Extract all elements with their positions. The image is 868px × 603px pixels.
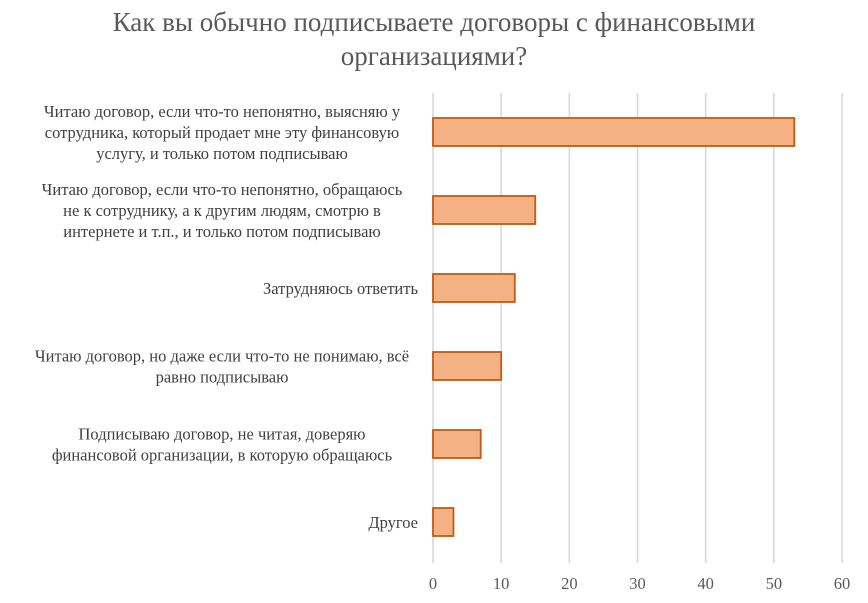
x-tick-label: 10 [493,574,510,593]
category-label-line: не к сотруднику, а к другим людям, смотр… [63,201,381,220]
x-tick-labels: 0 10 20 30 40 50 60 [429,574,850,593]
x-tick-label: 0 [429,574,437,593]
bar [432,351,503,381]
bar [432,117,796,147]
x-tick-label: 60 [834,574,851,593]
category-label-line: интернете и т.п., и только потом подписы… [63,222,380,241]
category-labels: Читаю договор, если что-то непонятно, вы… [35,102,419,532]
x-tick-label: 40 [697,574,714,593]
category-label: Затрудняюсь ответить [263,279,418,298]
category-label: Другое [368,513,418,532]
category-label: Читаю договор, но даже если что-то не по… [35,347,409,387]
category-label-line: Читаю договор, если что-то непонятно, об… [42,180,403,199]
bars [432,117,796,537]
bar [432,273,516,303]
category-label-line: Читаю договор, но даже если что-то не по… [35,347,409,366]
chart-title-line: организациями? [341,41,527,71]
category-label-line: Читаю договор, если что-то непонятно, вы… [44,102,401,121]
bar [432,195,537,225]
x-tick-label: 20 [561,574,578,593]
gridlines [432,93,843,563]
category-label-line: Подписываю договор, не читая, доверяю [79,425,366,444]
category-label: Читаю договор, если что-то непонятно, вы… [44,102,401,163]
category-label: Подписываю договор, не читая, доверяю фин… [52,425,393,465]
chart-title-line: Как вы обычно подписываете договоры с фи… [113,7,756,37]
bar [432,429,482,459]
bar [432,507,455,537]
category-label-line: финансовой организации, в которую обраща… [52,446,393,465]
chart-title: Как вы обычно подписываете договоры с фи… [113,7,756,71]
x-tick-label: 50 [766,574,783,593]
category-label-line: равно подписываю [156,368,289,387]
category-label-line: услугу, и только потом подписываю [96,144,348,163]
category-label: Читаю договор, если что-то непонятно, об… [42,180,403,241]
category-label-line: сотрудника, который продает мне эту фина… [45,123,399,142]
x-tick-label: 30 [629,574,646,593]
category-label-line: Затрудняюсь ответить [263,279,418,298]
category-label-line: Другое [368,513,418,532]
